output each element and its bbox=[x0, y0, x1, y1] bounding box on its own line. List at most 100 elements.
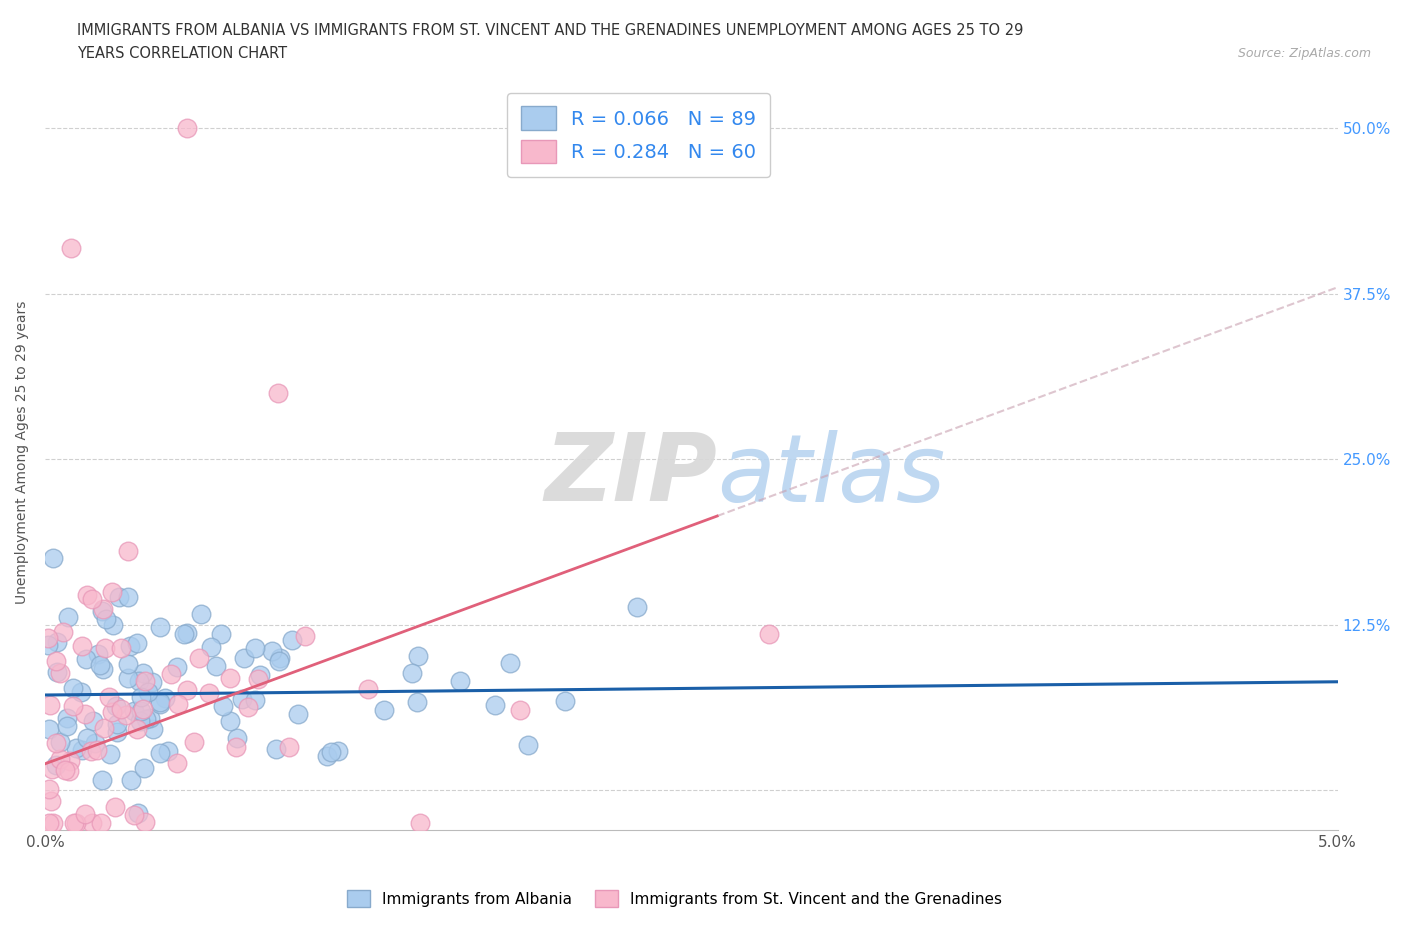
Point bbox=[294, 629, 316, 644]
Point bbox=[127, 805, 149, 820]
Point bbox=[59, 753, 82, 768]
Point bbox=[82, 591, 104, 606]
Point bbox=[117, 543, 139, 558]
Point bbox=[127, 636, 149, 651]
Point bbox=[231, 691, 253, 706]
Point bbox=[135, 711, 157, 726]
Point bbox=[65, 816, 87, 830]
Point bbox=[91, 602, 114, 617]
Point bbox=[287, 706, 309, 721]
Point bbox=[58, 764, 80, 778]
Point bbox=[82, 714, 104, 729]
Point bbox=[84, 736, 107, 751]
Point bbox=[55, 719, 77, 734]
Point bbox=[160, 667, 183, 682]
Point bbox=[49, 751, 72, 766]
Point bbox=[209, 627, 232, 642]
Point bbox=[149, 619, 172, 634]
Point bbox=[190, 606, 212, 621]
Point bbox=[104, 800, 127, 815]
Point bbox=[117, 671, 139, 685]
Point bbox=[166, 659, 188, 674]
Point bbox=[176, 683, 198, 698]
Point bbox=[141, 674, 163, 689]
Point bbox=[94, 612, 117, 627]
Point bbox=[37, 638, 59, 653]
Point bbox=[100, 704, 122, 719]
Point bbox=[212, 699, 235, 714]
Point bbox=[499, 656, 522, 671]
Point bbox=[69, 684, 91, 699]
Point bbox=[281, 633, 304, 648]
Point bbox=[758, 626, 780, 641]
Point bbox=[205, 658, 228, 673]
Point bbox=[149, 746, 172, 761]
Point bbox=[41, 762, 63, 777]
Point bbox=[76, 730, 98, 745]
Point bbox=[120, 772, 142, 787]
Point bbox=[183, 735, 205, 750]
Point bbox=[409, 816, 432, 830]
Point bbox=[52, 624, 75, 639]
Point bbox=[127, 722, 149, 737]
Point bbox=[149, 697, 172, 711]
Point bbox=[70, 639, 93, 654]
Legend: Immigrants from Albania, Immigrants from St. Vincent and the Grenadines: Immigrants from Albania, Immigrants from… bbox=[342, 884, 1008, 913]
Point bbox=[117, 657, 139, 671]
Point bbox=[225, 731, 247, 746]
Point bbox=[49, 666, 72, 681]
Point bbox=[124, 808, 146, 823]
Point bbox=[269, 651, 291, 666]
Y-axis label: Unemployment Among Ages 25 to 29 years: Unemployment Among Ages 25 to 29 years bbox=[15, 301, 30, 604]
Point bbox=[157, 743, 180, 758]
Point bbox=[401, 666, 423, 681]
Point bbox=[115, 708, 138, 723]
Point bbox=[138, 711, 160, 725]
Point bbox=[97, 689, 120, 704]
Point bbox=[75, 652, 97, 667]
Point bbox=[243, 693, 266, 708]
Point bbox=[326, 743, 349, 758]
Point bbox=[449, 673, 471, 688]
Point bbox=[42, 551, 65, 565]
Point bbox=[108, 589, 131, 604]
Point bbox=[80, 744, 103, 759]
Point bbox=[45, 736, 67, 751]
Point bbox=[176, 121, 198, 136]
Point bbox=[63, 816, 86, 830]
Point bbox=[516, 737, 538, 752]
Point bbox=[90, 816, 112, 830]
Point bbox=[142, 722, 165, 737]
Point bbox=[101, 584, 124, 599]
Point bbox=[260, 644, 283, 658]
Point bbox=[91, 773, 114, 788]
Point bbox=[53, 763, 76, 777]
Point bbox=[38, 816, 60, 830]
Point bbox=[167, 697, 190, 711]
Point bbox=[37, 631, 59, 645]
Point bbox=[93, 662, 115, 677]
Point bbox=[132, 666, 155, 681]
Point bbox=[110, 702, 132, 717]
Point bbox=[131, 701, 153, 716]
Point bbox=[173, 627, 195, 642]
Point bbox=[626, 599, 648, 614]
Text: Source: ZipAtlas.com: Source: ZipAtlas.com bbox=[1237, 46, 1371, 60]
Point bbox=[267, 653, 290, 668]
Point bbox=[233, 650, 256, 665]
Point bbox=[278, 739, 301, 754]
Text: YEARS CORRELATION CHART: YEARS CORRELATION CHART bbox=[77, 46, 287, 61]
Point bbox=[44, 654, 66, 669]
Point bbox=[39, 698, 62, 712]
Point bbox=[117, 590, 139, 604]
Point bbox=[110, 641, 132, 656]
Point bbox=[129, 713, 152, 728]
Point bbox=[101, 618, 124, 632]
Point bbox=[316, 749, 339, 764]
Point bbox=[46, 635, 69, 650]
Point bbox=[89, 658, 111, 673]
Point bbox=[38, 781, 60, 796]
Point bbox=[65, 740, 87, 755]
Point bbox=[45, 757, 67, 772]
Point bbox=[218, 671, 240, 685]
